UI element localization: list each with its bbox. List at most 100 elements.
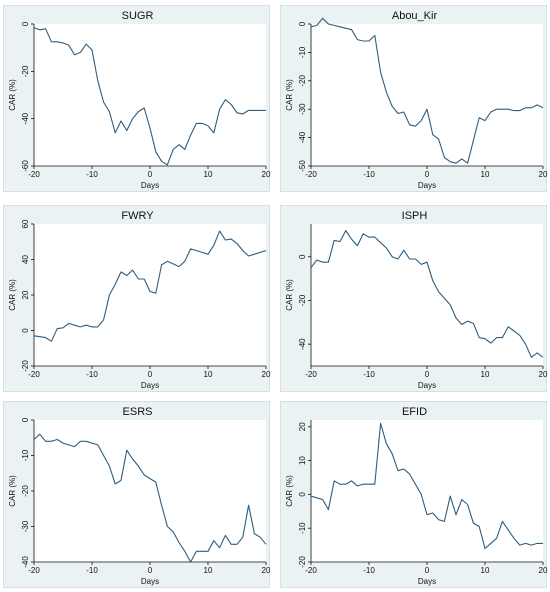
chart-svg: EFID -20 -10 0 10 20 -20 -10 0 10 20 Days CAR (%) (285, 406, 548, 586)
y-tick-label: 0 (298, 492, 307, 497)
x-tick-label: -10 (86, 370, 98, 379)
chart-svg: Abou_Kir -20 -10 0 10 20 -50 -40 -30 -20 -10 0 Days C… (285, 10, 548, 190)
y-axis-label: CAR (%) (285, 279, 294, 311)
chart-title: EFID (402, 406, 427, 418)
series-line (310, 17, 544, 164)
x-tick-label: 20 (539, 566, 548, 575)
x-tick-label: -10 (86, 170, 98, 179)
plot-area (311, 24, 543, 166)
y-tick-label: 0 (298, 254, 307, 259)
chart-svg: ESRS -20 -10 0 10 20 -40 -30 -20 -10 0 Days CAR (%) (8, 406, 271, 586)
x-tick-label: -20 (28, 370, 40, 379)
plot-area (34, 420, 266, 562)
y-axis-label: CAR (%) (8, 279, 17, 311)
x-tick-label: 10 (204, 170, 213, 179)
y-tick-label: 40 (21, 255, 30, 264)
y-tick-label: -40 (21, 112, 30, 124)
x-axis-label: Days (418, 577, 436, 586)
x-tick-label: -20 (305, 566, 317, 575)
y-tick-label: -20 (298, 556, 307, 568)
x-tick-label: -10 (363, 170, 375, 179)
y-tick-label: -40 (298, 338, 307, 350)
chart-title: SUGR (122, 10, 154, 22)
x-tick-label: -20 (305, 170, 317, 179)
chart-title: ISPH (402, 210, 428, 222)
y-tick-label: -20 (298, 294, 307, 306)
chart-panel-abou-kir: Abou_Kir -20 -10 0 10 20 -50 -40 -30 -20 -10 0 Days C… (280, 5, 548, 192)
x-tick-label: 20 (539, 370, 548, 379)
x-tick-label: 10 (481, 370, 490, 379)
chart-title: ESRS (123, 406, 153, 418)
x-tick-label: 20 (262, 370, 271, 379)
x-tick-label: 0 (425, 370, 430, 379)
series-line (310, 422, 543, 550)
x-tick-label: 20 (539, 170, 548, 179)
series-line (33, 27, 266, 166)
y-tick-label: 20 (21, 290, 30, 299)
y-tick-label: -40 (298, 131, 307, 143)
x-tick-label: 10 (204, 566, 213, 575)
x-tick-label: 0 (148, 170, 153, 179)
y-tick-label: 0 (21, 417, 30, 422)
series-line (33, 230, 267, 342)
x-tick-label: 0 (148, 370, 153, 379)
y-tick-label: -20 (298, 74, 307, 86)
chart-title: Abou_Kir (392, 10, 438, 22)
chart-panel-fwry: FWRY -20 -10 0 10 20 -20 0 20 40 60 Days CAR (%) (3, 205, 271, 392)
y-tick-label: -10 (298, 46, 307, 58)
y-axis-label: CAR (%) (8, 79, 17, 111)
x-axis-label: Days (141, 381, 159, 390)
y-tick-label: -20 (21, 360, 30, 372)
y-axis-label: CAR (%) (285, 475, 294, 507)
y-tick-label: 20 (298, 422, 307, 431)
y-tick-label: 10 (298, 456, 307, 465)
y-axis-label: CAR (%) (285, 79, 294, 111)
y-tick-label: -30 (21, 520, 30, 532)
x-tick-label: -10 (363, 370, 375, 379)
x-tick-label: -20 (28, 170, 40, 179)
series-line (33, 433, 267, 563)
y-tick-label: 0 (21, 21, 30, 26)
y-tick-label: -50 (298, 160, 307, 172)
y-tick-label: -60 (21, 160, 30, 172)
x-axis-label: Days (418, 181, 436, 190)
chart-title: FWRY (121, 210, 154, 222)
y-tick-label: -40 (21, 556, 30, 568)
x-tick-label: 0 (148, 566, 153, 575)
x-tick-label: 20 (262, 170, 271, 179)
x-tick-label: 10 (481, 170, 490, 179)
plot-area (34, 224, 266, 366)
x-axis-label: Days (418, 381, 436, 390)
plot-area (311, 224, 543, 366)
x-tick-label: -10 (363, 566, 375, 575)
y-tick-label: 60 (21, 219, 30, 228)
y-tick-label: -30 (298, 103, 307, 115)
plot-area (311, 420, 543, 562)
chart-panel-esrs: ESRS -20 -10 0 10 20 -40 -30 -20 -10 0 Days CAR (%) (3, 401, 271, 588)
chart-panel-isph: ISPH -20 -10 0 10 20 -40 -20 0 Days CAR (%) (280, 205, 548, 392)
y-tick-label: -20 (21, 65, 30, 77)
chart-svg: ISPH -20 -10 0 10 20 -40 -20 0 Days CAR (%) (285, 210, 548, 390)
chart-panel-efid: EFID -20 -10 0 10 20 -20 -10 0 10 20 Days CAR (%) (280, 401, 548, 588)
plot-area (34, 24, 266, 166)
series-line (310, 230, 544, 358)
chart-svg: SUGR -20 -10 0 10 20 -60 -40 -20 0 Days CAR (%) (8, 10, 271, 190)
y-tick-label: -10 (298, 522, 307, 534)
y-tick-label: 0 (298, 21, 307, 26)
x-tick-label: -20 (28, 566, 40, 575)
chart-svg: FWRY -20 -10 0 10 20 -20 0 20 40 60 Days CAR (%) (8, 210, 271, 390)
y-tick-label: -10 (21, 449, 30, 461)
x-tick-label: -10 (86, 566, 98, 575)
x-tick-label: 10 (204, 370, 213, 379)
y-tick-label: 0 (21, 328, 30, 333)
x-tick-label: 0 (425, 566, 430, 575)
x-tick-label: 10 (481, 566, 490, 575)
y-axis-label: CAR (%) (8, 475, 17, 507)
y-tick-label: -20 (21, 485, 30, 497)
x-tick-label: 0 (425, 170, 430, 179)
chart-panel-sugr: SUGR -20 -10 0 10 20 -60 -40 -20 0 Days CAR (%) (3, 5, 271, 192)
x-tick-label: -20 (305, 370, 317, 379)
x-axis-label: Days (141, 181, 159, 190)
x-axis-label: Days (141, 577, 159, 586)
